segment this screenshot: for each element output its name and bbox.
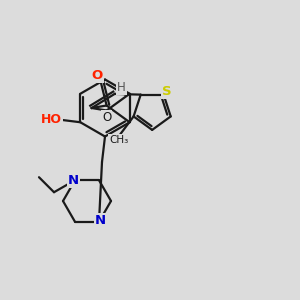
Text: CH₃: CH₃ xyxy=(109,135,128,145)
Text: H: H xyxy=(117,81,126,94)
Text: N: N xyxy=(68,174,79,187)
Text: HO: HO xyxy=(41,113,62,126)
Text: O: O xyxy=(102,111,111,124)
Text: N: N xyxy=(95,214,106,227)
Text: O: O xyxy=(92,69,103,82)
Text: S: S xyxy=(162,85,172,98)
